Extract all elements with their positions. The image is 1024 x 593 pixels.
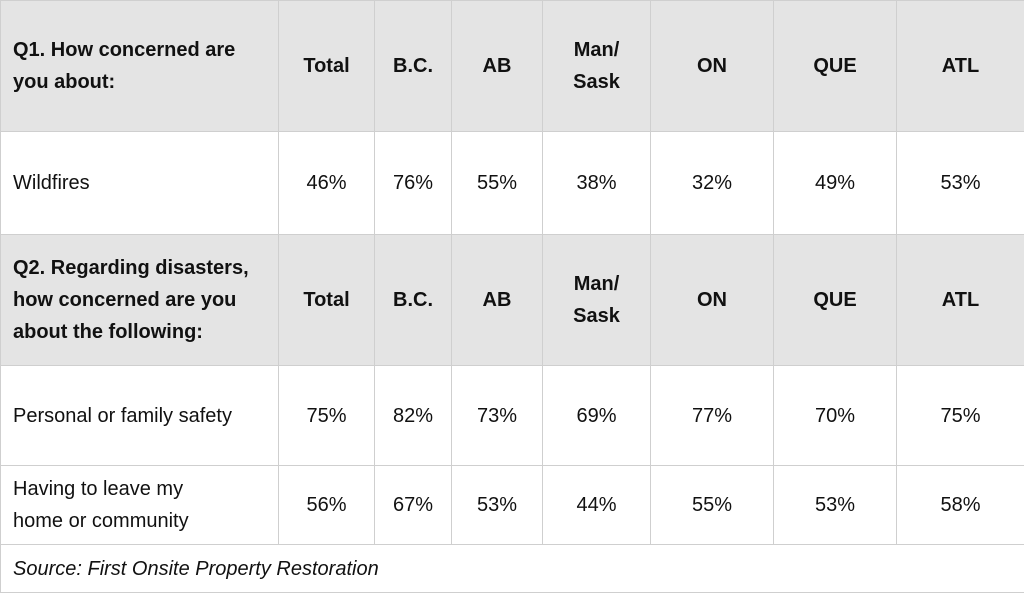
cell-bc: 67% — [375, 466, 452, 545]
q2-question-line: how concerned are you — [13, 284, 266, 316]
source-note: Source: First Onsite Property Restoratio… — [1, 545, 1024, 593]
q1-col-bc: B.C. — [375, 1, 452, 132]
q1-col-mansask-label: Man/ Sask — [567, 34, 627, 98]
cell-on: 77% — [651, 366, 774, 466]
cell-on: 32% — [651, 132, 774, 235]
q2-col-mansask-label: Man/ Sask — [567, 268, 627, 332]
q1-col-total: Total — [279, 1, 375, 132]
q1-question-line: you about: — [13, 66, 266, 98]
q1-question-line: Q1. How concerned are — [13, 34, 266, 66]
row-label: Wildfires — [1, 132, 279, 235]
q2-col-atl: ATL — [897, 235, 1024, 366]
q1-col-atl: ATL — [897, 1, 1024, 132]
q1-col-ab: AB — [452, 1, 543, 132]
cell-total: 75% — [279, 366, 375, 466]
row-label-line: Wildfires — [13, 167, 266, 199]
row-label: Having to leave my home or community — [1, 466, 279, 545]
cell-mansask: 69% — [543, 366, 651, 466]
cell-bc: 76% — [375, 132, 452, 235]
table-row: Personal or family safety 75% 82% 73% 69… — [1, 366, 1024, 466]
cell-mansask: 38% — [543, 132, 651, 235]
q2-col-total: Total — [279, 235, 375, 366]
cell-atl: 75% — [897, 366, 1024, 466]
table-row: Wildfires 46% 76% 55% 38% 32% 49% 53% — [1, 132, 1024, 235]
q1-col-mansask: Man/ Sask — [543, 1, 651, 132]
q2-question: Q2. Regarding disasters, how concerned a… — [1, 235, 279, 366]
row-label-line: home or community — [13, 505, 266, 537]
q1-question: Q1. How concerned are you about: — [1, 1, 279, 132]
row-label-line: Having to leave my — [13, 473, 266, 505]
cell-bc: 82% — [375, 366, 452, 466]
cell-ab: 55% — [452, 132, 543, 235]
q2-header-row: Q2. Regarding disasters, how concerned a… — [1, 235, 1024, 366]
q2-question-line: about the following: — [13, 316, 266, 348]
q1-header-row: Q1. How concerned are you about: Total B… — [1, 1, 1024, 132]
q1-col-on: ON — [651, 1, 774, 132]
cell-ab: 73% — [452, 366, 543, 466]
cell-on: 55% — [651, 466, 774, 545]
cell-total: 46% — [279, 132, 375, 235]
q1-col-que: QUE — [774, 1, 897, 132]
q2-col-on: ON — [651, 235, 774, 366]
q2-col-que: QUE — [774, 235, 897, 366]
cell-mansask: 44% — [543, 466, 651, 545]
source-row: Source: First Onsite Property Restoratio… — [1, 545, 1024, 593]
table-row: Having to leave my home or community 56%… — [1, 466, 1024, 545]
row-label-line: Personal or family safety — [13, 400, 266, 432]
cell-total: 56% — [279, 466, 375, 545]
cell-ab: 53% — [452, 466, 543, 545]
cell-atl: 53% — [897, 132, 1024, 235]
cell-que: 53% — [774, 466, 897, 545]
cell-atl: 58% — [897, 466, 1024, 545]
row-label: Personal or family safety — [1, 366, 279, 466]
cell-que: 49% — [774, 132, 897, 235]
q2-col-bc: B.C. — [375, 235, 452, 366]
cell-que: 70% — [774, 366, 897, 466]
q2-question-line: Q2. Regarding disasters, — [13, 252, 266, 284]
q2-col-ab: AB — [452, 235, 543, 366]
q2-col-mansask: Man/ Sask — [543, 235, 651, 366]
